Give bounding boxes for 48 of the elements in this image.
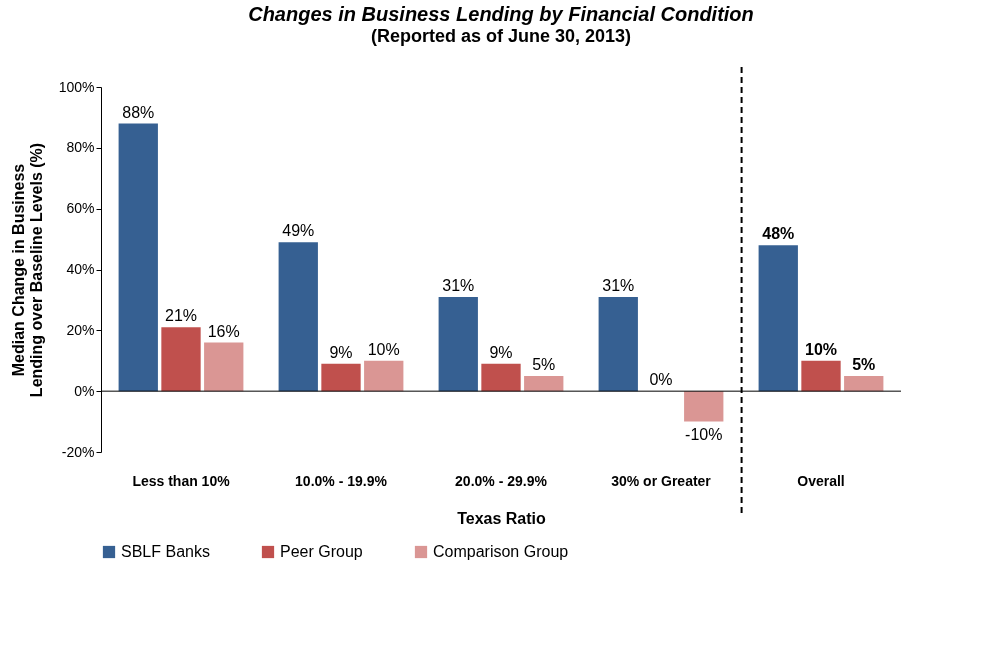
bar [598,296,638,392]
data-label: 0% [649,371,673,389]
y-tick-label: -20% [61,443,95,460]
x-tick-label: Less than 10% [132,472,231,489]
bar [278,242,318,392]
data-label: 5% [532,355,556,373]
data-label: 10% [804,340,838,358]
data-label: -10% [685,425,723,443]
bar [118,123,158,392]
bar [758,245,798,392]
chart-subtitle: (Reported as of June 30, 2013) [370,26,632,46]
data-label: 16% [207,322,240,340]
x-axis-title: Texas Ratio [457,509,547,527]
data-label: 10% [367,340,400,358]
data-label: 21% [164,307,198,325]
legend-label: Comparison Group [433,543,569,560]
data-label: 49% [282,222,315,240]
legend-label: Peer Group [280,543,363,560]
x-tick-label: 30% or Greater [611,472,712,489]
chart-title: Changes in Business Lending by Financial Condition [248,3,754,25]
data-label: 9% [329,343,353,361]
data-label: 31% [602,276,635,294]
bar [161,327,201,392]
y-axis-title: Median Change in Business Lending over Baseline Levels (%) [9,142,45,398]
bar [204,342,244,392]
y-tick-label: 60% [66,200,95,217]
data-label: 48% [762,225,795,243]
y-tick-label: 80% [66,139,95,156]
bar [844,375,884,392]
data-label: 5% [852,355,876,373]
y-tick-label: 20% [66,321,95,338]
bar [524,375,564,392]
y-tick-label: 0% [74,382,95,399]
x-tick-label: 20.0% - 29.9% [455,472,548,489]
bar [364,360,404,392]
data-label: 88% [122,103,155,121]
bar [481,363,521,392]
bar [801,360,841,392]
data-label: 9% [489,343,513,361]
y-tick-label: 40% [66,261,95,277]
x-tick-label: 10.0% - 19.9% [295,472,388,489]
bar [321,363,361,392]
bar [684,391,724,422]
legend-label: SBLF Banks [121,543,210,560]
data-label: 31% [442,276,475,294]
y-tick-label: 100% [58,78,95,95]
x-tick-label: Overall [797,472,845,489]
bar [438,296,478,392]
